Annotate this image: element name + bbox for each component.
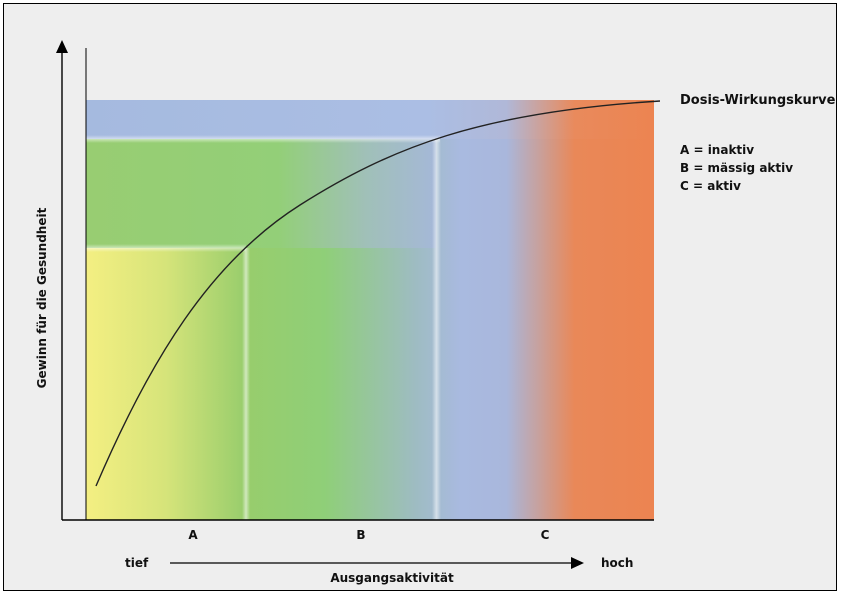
zone-label-c: C bbox=[541, 528, 550, 542]
x-high-label: hoch bbox=[601, 556, 633, 570]
zone-fills bbox=[86, 100, 654, 520]
zone-a-yellow bbox=[86, 248, 246, 520]
legend-item-c: C = aktiv bbox=[680, 179, 741, 193]
bottom-arrowhead bbox=[571, 557, 584, 569]
seam-a bbox=[242, 248, 250, 520]
top-blue-band bbox=[86, 100, 654, 139]
middle-green-band bbox=[86, 139, 436, 248]
y-axis-label: Gewinn für die Gesundheit bbox=[35, 207, 49, 388]
seam-top-b bbox=[86, 135, 440, 143]
seam-b bbox=[432, 139, 441, 520]
curve-label: Dosis-Wirkungskurve bbox=[680, 93, 836, 108]
x-low-label: tief bbox=[125, 556, 149, 570]
x-axis-label: Ausgangsaktivität bbox=[330, 571, 454, 585]
legend-item-b: B = mässig aktiv bbox=[680, 161, 793, 175]
seam-top-a bbox=[86, 244, 246, 252]
zone-label-b: B bbox=[356, 528, 365, 542]
zone-label-a: A bbox=[188, 528, 198, 542]
dose-response-curve bbox=[95, 100, 661, 487]
legend-item-a: A = inaktiv bbox=[680, 143, 754, 157]
y-axis-arrowhead bbox=[56, 40, 68, 53]
